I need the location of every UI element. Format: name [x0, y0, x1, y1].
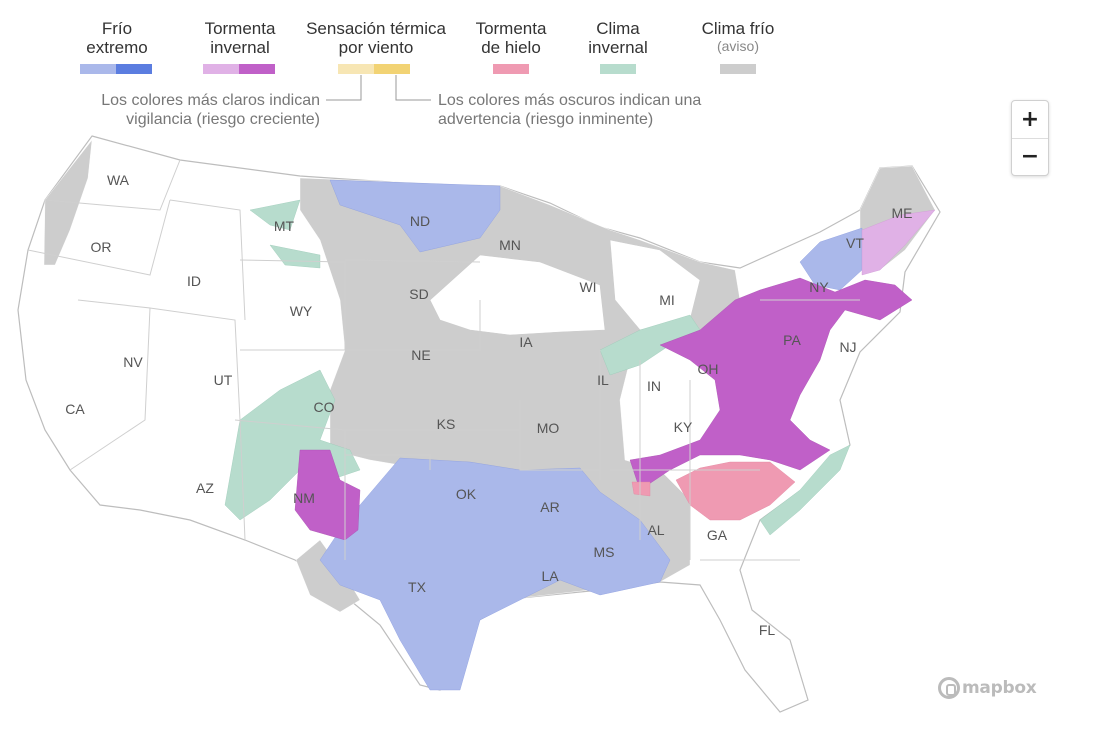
state-label: AL	[647, 522, 664, 538]
state-label: ND	[410, 213, 430, 229]
state-label: NV	[123, 354, 143, 370]
state-label: NE	[411, 347, 430, 363]
state-label: GA	[707, 527, 728, 543]
region-cold-advisory-southwest	[295, 539, 361, 613]
state-label: VT	[846, 235, 864, 251]
region-winter-storm-nm	[294, 449, 361, 541]
region-ice-storm-2	[631, 481, 651, 497]
legend-label: extremo	[86, 38, 148, 57]
legend-item-cold-advisory: Clima frío (aviso)	[692, 19, 784, 54]
state-label: KY	[674, 419, 693, 435]
region-winter-storm-watch-ne	[861, 209, 936, 276]
state-label: LA	[541, 568, 559, 584]
state-label: OH	[698, 361, 719, 377]
state-label: MS	[594, 544, 615, 560]
region-ice-storm	[675, 461, 796, 521]
state-label: PA	[783, 332, 801, 348]
legend: Frío extremo Tormenta invernal Sensación…	[0, 0, 930, 140]
legend-label: Tormenta	[204, 19, 276, 38]
region-winter-weather-mt-2	[269, 244, 321, 269]
legend-label: Sensación térmica	[306, 19, 446, 38]
region-winter-storm-northeast	[629, 277, 913, 491]
swatch-dark	[239, 64, 275, 74]
state-label: WI	[579, 279, 596, 295]
note-light-colors: Los colores más claros indican vigilanci…	[101, 92, 320, 128]
legend-swatch-wind-chill	[338, 64, 410, 74]
swatch-light	[338, 64, 374, 74]
state-label: MN	[499, 237, 521, 253]
swatch-light	[600, 64, 636, 74]
legend-label: Frío	[101, 19, 133, 38]
legend-label: invernal	[588, 38, 648, 57]
state-label: MI	[659, 292, 675, 308]
state-label: FL	[759, 622, 776, 638]
state-label: MO	[537, 420, 560, 436]
state-label: IA	[519, 334, 533, 350]
state-labels: WA OR CA ID NV MT WY UT AZ CO NM ND SD N…	[65, 172, 912, 638]
legend-sublabel: (aviso)	[716, 38, 759, 54]
legend-item-winter-weather: Clima invernal	[578, 19, 658, 57]
us-alerts-map[interactable]: WA OR CA ID NV MT WY UT AZ CO NM ND SD N…	[0, 125, 1095, 725]
state-label: OK	[456, 486, 477, 502]
legend-item-winter-storm: Tormenta invernal	[194, 19, 286, 57]
mapbox-attribution[interactable]: mapbox	[938, 677, 1037, 699]
legend-swatch-winter-storm	[203, 64, 275, 74]
state-label: IL	[597, 372, 609, 388]
legend-label: por viento	[338, 38, 414, 57]
legend-label: Tormenta	[475, 19, 547, 38]
legend-swatch-winter-weather	[600, 64, 636, 74]
zoom-control: + −	[1011, 100, 1049, 176]
state-label: CO	[314, 399, 335, 415]
legend-label: Clima frío	[701, 19, 775, 38]
legend-swatch-extreme-cold	[80, 64, 152, 74]
region-winter-weather-carolinas	[759, 444, 851, 536]
region-winter-weather-mt	[249, 199, 301, 231]
state-label: SD	[409, 286, 428, 302]
swatch-light	[203, 64, 239, 74]
legend-label: invernal	[210, 38, 270, 57]
state-label: TX	[408, 579, 427, 595]
swatch-light	[80, 64, 116, 74]
state-label: NM	[293, 490, 315, 506]
state-label: WY	[290, 303, 313, 319]
note-dark-colors: Los colores más oscuros indican una adve…	[438, 92, 702, 128]
region-extreme-cold-south	[319, 457, 671, 691]
legend-swatch-ice-storm	[493, 64, 529, 74]
swatch-light	[720, 64, 756, 74]
state-label: AR	[540, 499, 559, 515]
region-extreme-cold-north	[329, 179, 501, 253]
legend-item-wind-chill: Sensación térmica por viento	[298, 19, 454, 57]
state-label: MT	[274, 218, 295, 234]
zoom-in-button[interactable]: +	[1012, 101, 1048, 138]
state-label: AZ	[196, 480, 214, 496]
swatch-light	[493, 64, 529, 74]
state-label: KS	[437, 416, 456, 432]
legend-swatch-cold-advisory	[720, 64, 756, 74]
swatch-dark	[116, 64, 152, 74]
state-label: OR	[91, 239, 112, 255]
legend-label: de hielo	[481, 38, 541, 57]
legend-item-extreme-cold: Frío extremo	[76, 19, 158, 57]
legend-item-ice-storm: Tormenta de hielo	[466, 19, 556, 57]
state-label: WA	[107, 172, 130, 188]
state-label: ME	[892, 205, 913, 221]
state-borders	[27, 159, 860, 561]
mapbox-wordmark: mapbox	[962, 678, 1037, 698]
state-label: IN	[647, 378, 661, 394]
state-label: CA	[65, 401, 85, 417]
mapbox-logo-icon	[938, 677, 960, 699]
region-winter-weather-co-nm	[224, 369, 361, 521]
state-label: UT	[214, 372, 233, 388]
zoom-out-button[interactable]: −	[1012, 138, 1048, 174]
region-no-alert-wi-ia	[429, 254, 606, 336]
state-label: NJ	[839, 339, 856, 355]
state-label: NY	[809, 279, 829, 295]
legend-label: Clima	[596, 19, 640, 38]
legend-leader-lines	[326, 75, 431, 101]
swatch-dark	[374, 64, 410, 74]
state-label: ID	[187, 273, 201, 289]
